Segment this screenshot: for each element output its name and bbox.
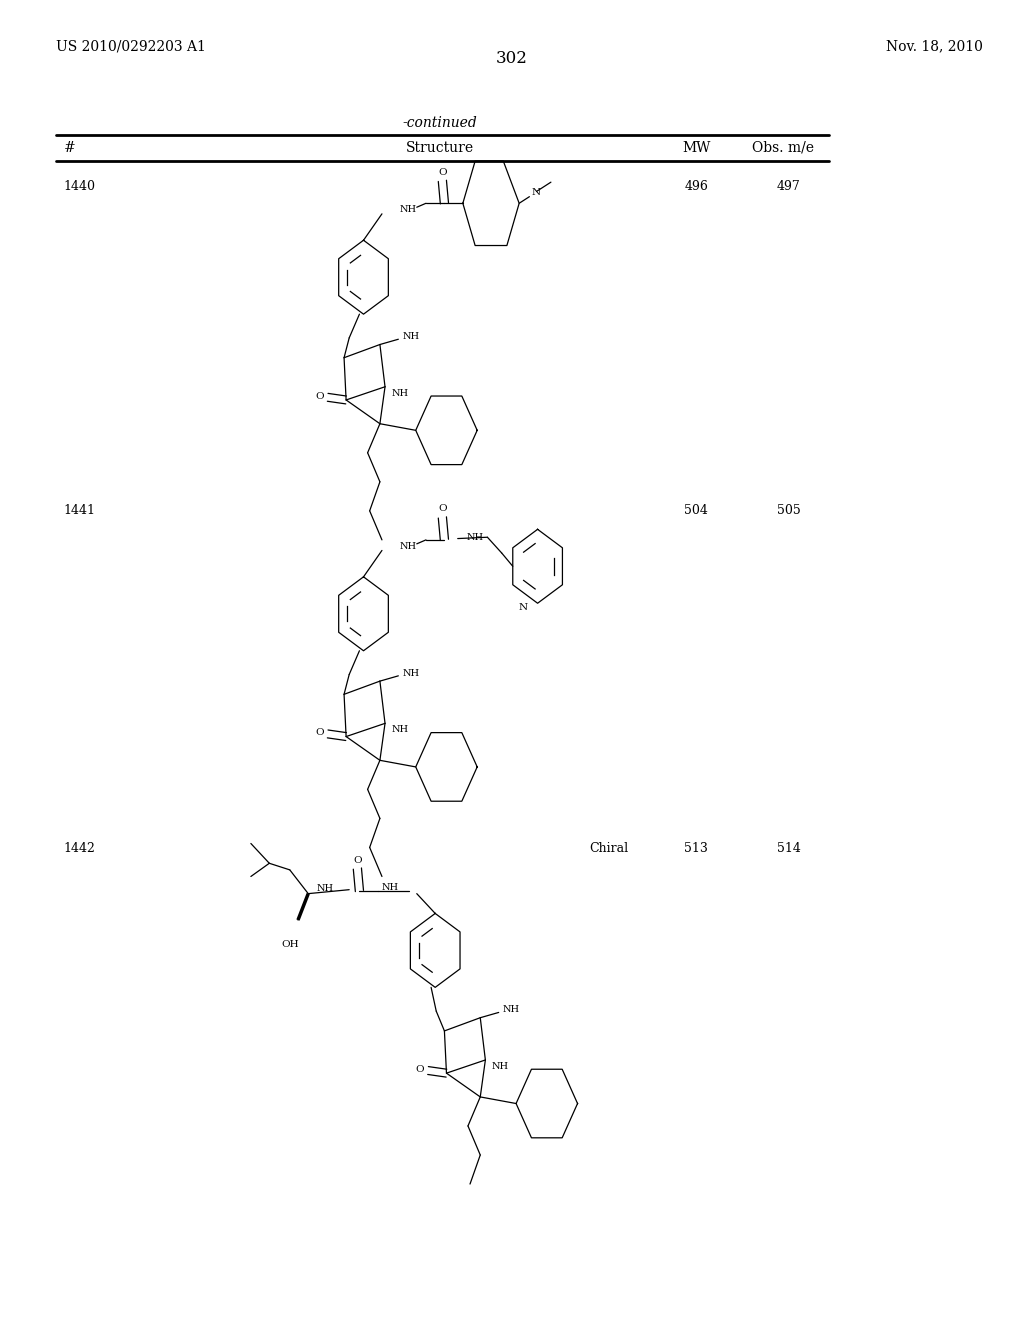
Text: NH: NH bbox=[391, 389, 409, 397]
Text: Chiral: Chiral bbox=[590, 842, 629, 855]
Text: Obs. m/e: Obs. m/e bbox=[753, 141, 814, 154]
Text: US 2010/0292203 A1: US 2010/0292203 A1 bbox=[56, 40, 206, 54]
Text: NH: NH bbox=[503, 1006, 520, 1014]
Text: NH: NH bbox=[402, 669, 420, 677]
Text: N: N bbox=[531, 189, 541, 197]
Text: 496: 496 bbox=[684, 180, 709, 193]
Text: NH: NH bbox=[492, 1063, 509, 1071]
Text: #: # bbox=[63, 141, 75, 154]
Text: NH: NH bbox=[381, 883, 398, 891]
Text: NH: NH bbox=[399, 206, 417, 214]
Text: 1440: 1440 bbox=[63, 180, 95, 193]
Text: Nov. 18, 2010: Nov. 18, 2010 bbox=[886, 40, 983, 54]
Text: NH: NH bbox=[316, 884, 334, 892]
Text: 504: 504 bbox=[684, 504, 709, 517]
Text: OH: OH bbox=[281, 940, 299, 949]
Text: 302: 302 bbox=[496, 50, 528, 67]
Text: N: N bbox=[518, 603, 527, 611]
Text: 514: 514 bbox=[776, 842, 801, 855]
Text: O: O bbox=[438, 504, 446, 513]
Text: 1442: 1442 bbox=[63, 842, 95, 855]
Text: NH: NH bbox=[399, 543, 417, 550]
Text: O: O bbox=[416, 1065, 424, 1073]
Text: NH: NH bbox=[391, 726, 409, 734]
Text: 513: 513 bbox=[684, 842, 709, 855]
Text: 497: 497 bbox=[776, 180, 801, 193]
Text: MW: MW bbox=[682, 141, 711, 154]
Text: 1441: 1441 bbox=[63, 504, 95, 517]
Text: NH: NH bbox=[467, 533, 484, 541]
Text: -continued: -continued bbox=[403, 116, 477, 131]
Text: 505: 505 bbox=[776, 504, 801, 517]
Text: Structure: Structure bbox=[407, 141, 474, 154]
Text: O: O bbox=[353, 855, 361, 865]
Text: O: O bbox=[315, 392, 324, 400]
Text: NH: NH bbox=[402, 333, 420, 341]
Text: O: O bbox=[315, 729, 324, 737]
Text: O: O bbox=[438, 168, 446, 177]
